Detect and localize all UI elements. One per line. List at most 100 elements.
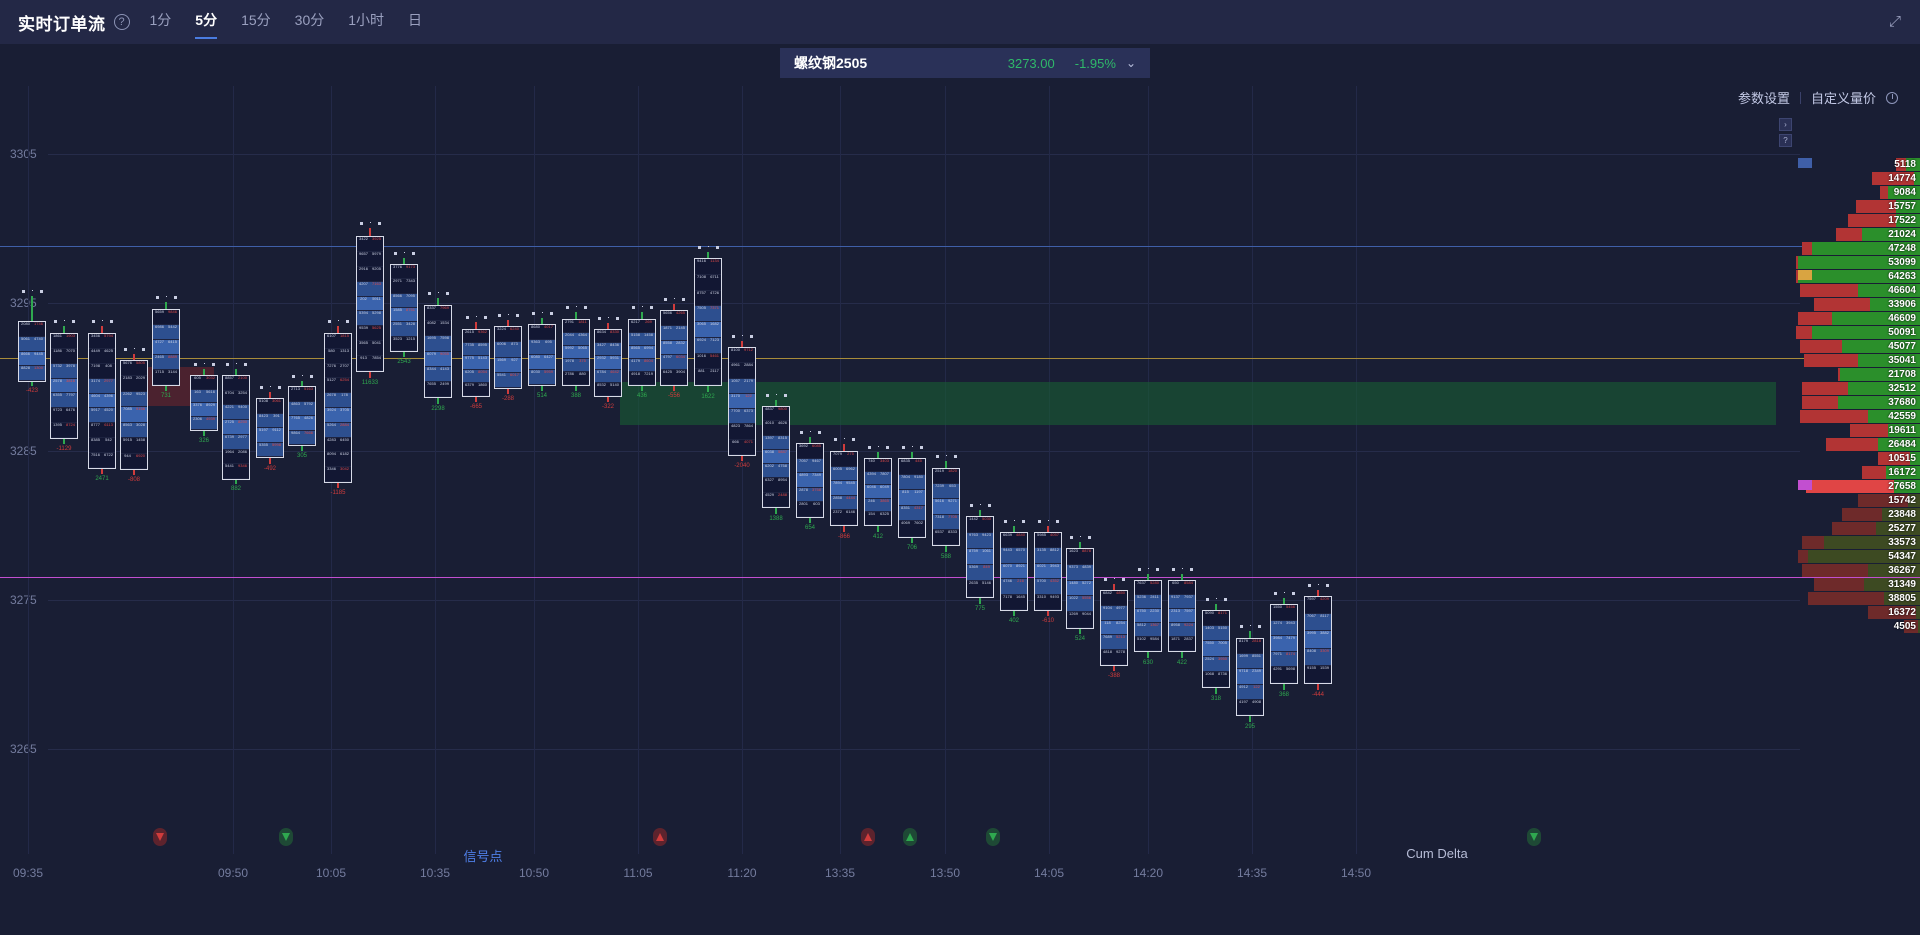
footprint-candle[interactable]: 6217515885654179491826914586994860472194… [628, 312, 656, 391]
footprint-candle[interactable]: 2791204459921978278618114364506537588038… [562, 312, 590, 391]
volume-profile-row[interactable]: 37680 [1795, 396, 1920, 409]
timeframe-tab-4[interactable]: 1小时 [348, 10, 384, 34]
timeframe-tab-2[interactable]: 15分 [241, 10, 271, 34]
footprint-candle[interactable]: 684291041187689481848504977825452139278-… [1100, 584, 1128, 671]
timeframe-tab-3[interactable]: 30分 [295, 10, 325, 34]
footprint-candle[interactable]: 1550127439847971429154563943747981745698… [1270, 598, 1298, 690]
volume-profile-row[interactable]: 33573 [1795, 536, 1920, 549]
volume-profile-row[interactable]: 16172 [1795, 466, 1920, 479]
footprint-candle[interactable]: 9416710887577505306569241016881113467114… [694, 252, 722, 392]
volume-profile-row[interactable]: 50091 [1795, 326, 1920, 339]
help-icon[interactable]: ? [114, 14, 130, 30]
signal-marker[interactable] [861, 828, 875, 846]
expand-arrows-icon[interactable]: ⤢ [1886, 13, 1904, 31]
footprint-cell: 8171 [1216, 611, 1229, 626]
footprint-candle[interactable]: 5676218322627085856359159445805202995239… [120, 354, 148, 475]
chevron-down-icon[interactable]: ⌄ [1126, 56, 1136, 70]
footprint-candle[interactable]: 8337408216956079834476557969153475989055… [424, 298, 452, 404]
signal-marker[interactable] [153, 828, 167, 846]
footprint-candle[interactable]: 6509137231389581871858479377597922428374… [1168, 574, 1196, 658]
footprint-candle[interactable]: 2519723956167318653718206539271770583335… [932, 461, 960, 552]
timeframe-tab-0[interactable]: 1分 [150, 10, 172, 34]
volume-profile-row[interactable]: 36267 [1795, 564, 1920, 577]
footprint-candle[interactable]: 2615773597756205637993628595514380541860… [462, 322, 490, 402]
timeframe-tab-1[interactable]: 5分 [195, 10, 217, 34]
order-flow-app: 实时订单流 ? 1分 5分 15分 30分 1小时日 ⤢ 螺纹钢2505 3273.00… [0, 0, 1920, 935]
volume-profile-row[interactable]: 21024 [1795, 228, 1920, 241]
footprint-candle[interactable]: 8634342729326784853283308436593146425140… [594, 323, 622, 402]
collapse-panel-button[interactable]: › [1779, 118, 1792, 131]
footprint-cell: 8565 [629, 346, 642, 359]
volume-profile-row[interactable]: 19611 [1795, 424, 1920, 437]
candle-delta-label: 402 [1000, 618, 1028, 624]
footprint-candle[interactable]: 1861118657322578635597231395190370703978… [50, 326, 78, 444]
footprint-candle[interactable]: 3776297185661585255135239173734370958751… [390, 258, 418, 357]
volume-profile-row[interactable]: 27658 [1795, 480, 1920, 493]
footprint-candle[interactable]: 20805061866688281746474094451300-423 [18, 296, 46, 386]
volume-profile-row[interactable]: 35041 [1795, 354, 1920, 367]
footprint-candle[interactable]: 7597706739958408915542098117388233091539… [1304, 590, 1332, 690]
chart-canvas[interactable]: 3305 3295 3285 3275 3265 09:35 09:50 10:05 10:35… [0, 86, 1920, 886]
footprint-candle[interactable]: 7637523667505812510252802411223013679584… [1134, 574, 1162, 658]
volume-profile-row[interactable]: 53099 [1795, 256, 1920, 269]
volume-profile-row[interactable]: 9084 [1795, 186, 1920, 199]
instrument-selector[interactable]: 螺纹钢2505 3273.00 -1.95% ⌄ [780, 48, 1150, 78]
volume-profile-row[interactable]: 32512 [1795, 382, 1920, 395]
footprint-candle[interactable]: 6107580727651272678392452644283809433461… [324, 326, 352, 488]
footprint-grid: 251972395616731865371820653927177058333 [932, 468, 960, 546]
footprint-candle[interactable]: 8100496110573170770048236669712288421791… [728, 341, 756, 461]
footprint-candle[interactable]: 707960057894285823722756962954544446146-… [830, 444, 858, 532]
footprint-candle[interactable]: 5090140375502524106881715150700539508736… [1202, 604, 1230, 694]
volume-profile-row[interactable]: 21708 [1795, 368, 1920, 381]
volume-profile-row[interactable]: 64263 [1795, 270, 1920, 283]
volume-profile-row[interactable]: 25277 [1795, 522, 1920, 535]
volume-profile-row[interactable]: 14774 [1795, 172, 1920, 185]
footprint-candle[interactable]: 5659698647272465171598465442641588893144… [152, 302, 180, 391]
footprint-candle[interactable]: 1442976387595369263550309423106184951467… [966, 510, 994, 604]
volume-profile-row[interactable]: 16372 [1795, 606, 1920, 619]
volume-profile-row[interactable]: 42559 [1795, 410, 1920, 423]
footprint-candle[interactable]: 8680936360808030401769564275959514 [528, 318, 556, 391]
volume-profile-row[interactable]: 33906 [1795, 298, 1920, 311]
volume-profile-row[interactable]: 4505 [1795, 620, 1920, 633]
signal-marker[interactable] [986, 828, 1000, 846]
signal-marker[interactable] [1527, 828, 1541, 846]
volume-profile-row[interactable]: 15757 [1795, 200, 1920, 213]
volume-profile-row[interactable]: 46609 [1795, 312, 1920, 325]
volume-profile-row[interactable]: 15742 [1795, 494, 1920, 507]
volume-profile-row[interactable]: 23848 [1795, 508, 1920, 521]
panel-help-button[interactable]: ? [1779, 134, 1792, 147]
volume-profile-row[interactable]: 54347 [1795, 550, 1920, 563]
signal-marker[interactable] [903, 828, 917, 846]
volume-profile-panel[interactable]: 5118 14774 9084 15757 17522 21024 47248 53099 64… [1795, 86, 1920, 806]
footprint-candle[interactable]: 1623937314801022126988784839527255569044… [1066, 542, 1094, 634]
footprint-candle[interactable]: 3422965729164207202539495393565913392559… [356, 228, 384, 378]
footprint-candle[interactable]: 6639944360704746717848406570892121616454… [1000, 526, 1028, 616]
footprint-candle[interactable]: 4837401013976038620263274529980046268315… [762, 400, 790, 514]
volume-profile-row[interactable]: 38805 [1795, 592, 1920, 605]
signal-marker[interactable] [653, 828, 667, 846]
footprint-candle[interactable]: 5985313560215700331040578812394343529493… [1034, 526, 1062, 616]
volume-profile-row[interactable]: 5118 [1795, 158, 1920, 171]
footprint-candle[interactable]: 8179169997184912419728188551234912249082… [1236, 631, 1264, 722]
footprint-candle[interactable]: 8857670442212725673919645441210032549400… [222, 369, 250, 484]
footprint-candle[interactable]: 27134863776598645163579248267666305 [288, 381, 316, 451]
footprint-candle[interactable]: 5108842351975355306139191125998-492 [256, 392, 284, 464]
signal-marker[interactable] [279, 828, 293, 846]
footprint-candle[interactable]: 3456444971983174460459178777838575165794… [88, 326, 116, 474]
footprint-candle[interactable]: 6835780481583514069445918011974317760270… [898, 452, 926, 543]
volume-profile-row[interactable]: 46604 [1795, 284, 1920, 297]
volume-profile-row[interactable]: 47248 [1795, 242, 1920, 255]
volume-profile-row[interactable]: 26484 [1795, 438, 1920, 451]
footprint-candle[interactable]: 7404394604624615434037807604938656325412 [864, 452, 892, 532]
footprint-candle[interactable]: 322460061569554162408739276017-288 [494, 320, 522, 394]
volume-profile-row[interactable]: 10515 [1795, 452, 1920, 465]
y-gridline [48, 600, 1800, 601]
volume-profile-row[interactable]: 17522 [1795, 214, 1920, 227]
footprint-candle[interactable]: 5656187185584797642542652145283260343904… [660, 304, 688, 391]
footprint-candle[interactable]: 3692705748932878280160859467734937586036… [796, 437, 824, 523]
timeframe-tab-5[interactable]: 日 [408, 10, 422, 34]
volume-profile-row[interactable]: 45077 [1795, 340, 1920, 353]
footprint-candle[interactable]: 605163337623063032561689294939326 [190, 369, 218, 436]
volume-profile-row[interactable]: 31349 [1795, 578, 1920, 591]
